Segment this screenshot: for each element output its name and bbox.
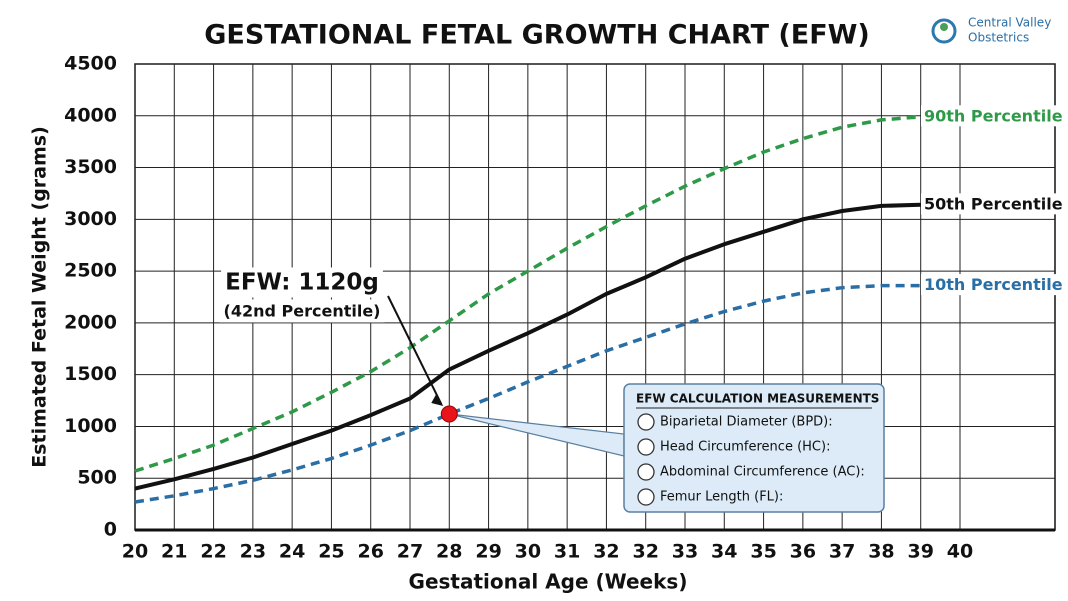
x-tick-label: 32 [632,541,658,563]
y-axis-title: Estimated Fetal Weight (grams) [29,126,51,468]
logo: Central Valley Obstetrics [931,16,1051,45]
highlight-point [440,405,458,423]
series-line [134,202,921,491]
y-tick-label: 3500 [64,156,117,178]
info-box [623,383,885,513]
x-tick-label: 33 [672,541,698,563]
chart-title: GESTATIONAL FETAL GROWTH CHART (EFW) [204,20,870,51]
annotation: EFW CALCULATION MEASUREMENTS Biparietal D… [219,267,885,513]
info-item: Head Circumference (HC): [660,440,830,455]
x-tick-label: 39 [907,541,933,563]
logo-icon [931,18,957,44]
item-icon [637,413,655,431]
legend-label: 10th Percentile [924,275,1063,294]
x-tick-label: 26 [357,541,383,563]
y-tick-label: 500 [77,467,117,489]
x-tick-label: 38 [868,541,894,563]
x-tick-label: 31 [554,541,580,563]
x-tick-label: 24 [279,541,305,563]
legend-label: 90th Percentile [924,106,1063,125]
arrow-line [387,295,443,405]
y-tick-label: 4500 [64,53,117,75]
item-icon [637,438,655,456]
logo-text: Obstetrics [968,31,1029,45]
lines [134,115,921,504]
info-box-title: EFW CALCULATION MEASUREMENTS [636,392,879,406]
x-tick-label: 36 [790,541,816,563]
legend-label-bg [921,274,1066,296]
x-tick-label: 20 [122,541,148,563]
x-tick-label: 23 [240,541,266,563]
x-tick-label: 37 [829,541,855,563]
y-tick-label: 2000 [64,311,117,333]
item-icon [637,463,655,481]
callout-connector [449,413,625,457]
y-tick-label: 1500 [64,363,117,385]
x-tick-label: 21 [161,541,187,563]
series-line [134,115,921,473]
legend-label-bg [921,105,1066,127]
legend-label-bg [921,193,1066,215]
logo-icon [940,23,948,31]
info-item: Biparietal Diameter (BPD): [660,415,833,430]
x-tick-label: 25 [318,541,344,563]
info-item: Femur Length (FL): [660,490,783,505]
legend-label: 50th Percentile [924,194,1063,213]
x-tick-label: 29 [475,541,501,563]
y-tick-label: 4000 [64,104,117,126]
x-tick-label: 30 [515,541,541,563]
y-tick-label: 2500 [64,260,117,282]
x-axis-title: Gestational Age (Weeks) [409,570,688,594]
series-line [134,283,921,504]
item-icon [637,488,655,506]
x-tick-label: 27 [397,541,423,563]
y-tick-label: 0 [104,519,117,541]
arrow-head [431,394,444,407]
x-tick-label: 35 [750,541,776,563]
x-tick-label: 28 [436,541,462,563]
x-tick-label: 32 [593,541,619,563]
annotation-label: EFW: 1120g [225,270,379,296]
x-tick-label: 40 [947,541,973,563]
annotation-bg [221,267,383,298]
annotation-sublabel: (42nd Percentile) [224,302,381,321]
grid [134,63,1055,531]
logo-text: Central Valley [968,16,1051,30]
x-tick-label: 22 [200,541,226,563]
annotation-bg [219,299,385,323]
y-tick-label: 1000 [64,415,117,437]
x-tick-label: 34 [711,541,737,563]
info-item: Abdominal Circumference (AC): [660,465,865,480]
y-tick-label: 3000 [64,208,117,230]
